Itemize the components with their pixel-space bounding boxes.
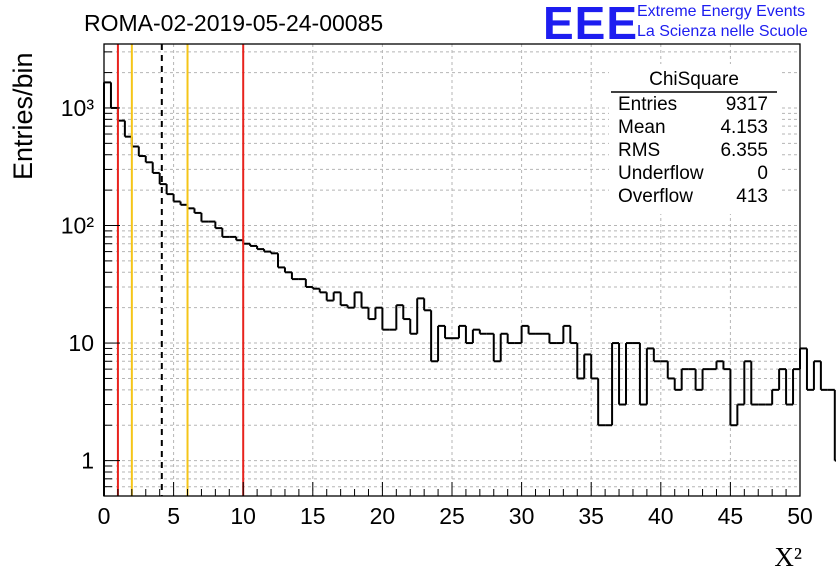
x-tick-label: 30 — [509, 503, 535, 529]
y-tick-label: 10 — [68, 330, 94, 356]
x-tick-label: 50 — [787, 503, 813, 529]
grid-lines — [104, 44, 800, 497]
x-tick-label: 40 — [648, 503, 674, 529]
y-tick-label: 1 — [81, 448, 94, 474]
x-axis-label: X² — [774, 542, 802, 572]
x-tick-label: 35 — [578, 503, 604, 529]
chart-title: ROMA-02-2019-05-24-00085 — [84, 10, 384, 36]
x-tick-label: 5 — [167, 503, 180, 529]
stats-row-label: RMS — [618, 140, 660, 161]
logo-tagline-2: La Scienza nelle Scuole — [637, 23, 808, 40]
stats-box: ChiSquare Entries 9317 Mean 4.153 RMS 6.355 Und… — [609, 64, 779, 214]
axis-labels: Entries/bin X² 0 5 10 15 20 25 30 35 40 45 50 1 10 10… — [8, 52, 813, 572]
stats-row-label: Entries — [618, 94, 677, 115]
x-tick-label: 15 — [300, 503, 326, 529]
stats-row-label: Mean — [618, 117, 666, 138]
y-axis-label: Entries/bin — [8, 52, 38, 180]
x-tick-label: 25 — [439, 503, 465, 529]
stats-row-label: Overflow — [618, 186, 693, 207]
stats-row-value: 6.355 — [720, 140, 768, 161]
stats-row-value: 0 — [757, 163, 768, 184]
y-tick-label: 10³ — [61, 95, 95, 121]
stats-box-bg — [609, 64, 779, 214]
stats-row-value: 9317 — [726, 94, 768, 115]
stats-row-label: Underflow — [618, 163, 704, 184]
axis-ticks — [103, 51, 801, 497]
stats-row-value: 4.153 — [720, 117, 768, 138]
reference-lines — [116, 44, 245, 496]
logo-tagline-1: Extreme Energy Events — [637, 3, 806, 20]
stats-box-title: ChiSquare — [649, 69, 739, 90]
y-tick-label: 10² — [61, 213, 95, 239]
x-tick-label: 10 — [230, 503, 256, 529]
x-tick-label: 45 — [718, 503, 744, 529]
eee-logo: EEE — [543, 0, 639, 49]
stats-row-value: 413 — [736, 186, 768, 207]
x-tick-label: 0 — [98, 503, 111, 529]
x-tick-label: 20 — [370, 503, 396, 529]
